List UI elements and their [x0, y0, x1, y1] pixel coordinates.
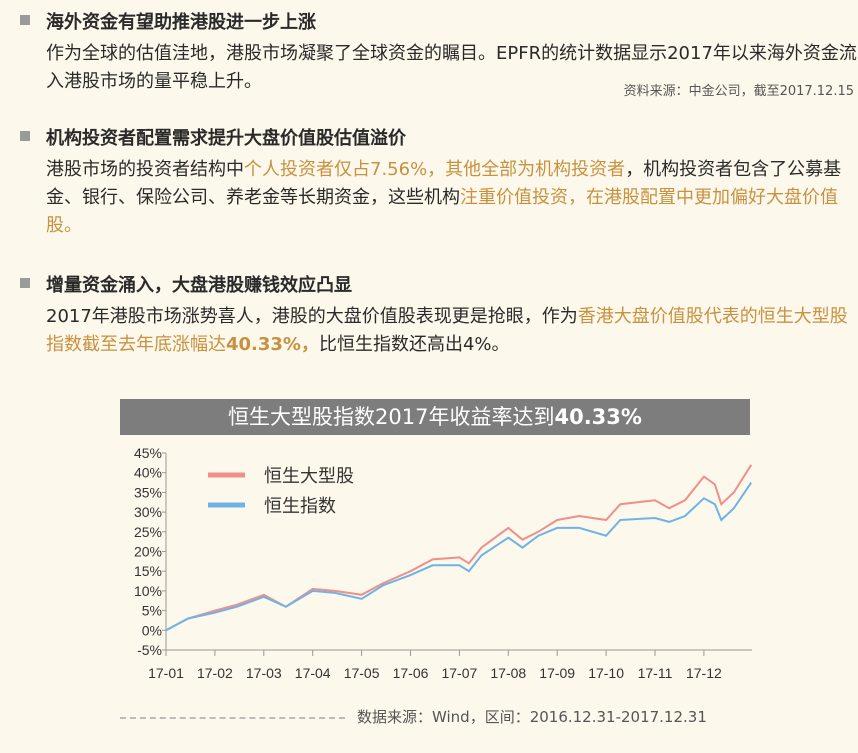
highlight-text: 40.33%，	[226, 334, 319, 355]
y-tick-label: 35%	[134, 484, 162, 500]
x-tick-label: 17-02	[197, 665, 233, 681]
y-tick-label: 20%	[134, 544, 162, 560]
x-tick-label: 17-06	[393, 665, 429, 681]
x-tick-label: 17-05	[344, 665, 380, 681]
body-text: 港股市场的投资者结构中	[46, 159, 244, 180]
section-body: 作为全球的估值洼地，港股市场凝聚了全球资金的瞩目。EPFR的统计数据显示2017…	[46, 40, 858, 96]
x-tick-label: 17-08	[490, 665, 526, 681]
series-line-0	[165, 464, 753, 632]
chart-title-text: 恒生大型股指数2017年收益率达到40.33%	[228, 405, 642, 429]
x-tick-label: 17-01	[148, 665, 184, 681]
x-tick-label: 17-12	[686, 665, 722, 681]
section-body: 港股市场的投资者结构中个人投资者仅占7.56%，其他全部为机构投资者，机构投资者…	[46, 156, 858, 240]
y-tick-label: -5%	[137, 642, 162, 658]
x-tick-label: 17-03	[246, 665, 282, 681]
legend-label: 恒生大型股	[264, 466, 354, 487]
bullet-icon	[20, 131, 30, 141]
y-tick-label: 5%	[142, 603, 162, 619]
y-tick-label: 25%	[134, 524, 162, 540]
y-tick-label: 10%	[134, 583, 162, 599]
highlight-text: 注重价值投资，在港股配置中更加偏好大盘价值股。	[46, 187, 838, 236]
bullet-icon	[20, 278, 30, 288]
y-tick-label: 15%	[134, 563, 162, 579]
section-heading: 增量资金涌入，大盘港股赚钱效应凸显	[46, 275, 352, 296]
series-line-1	[165, 482, 753, 632]
x-tick-label: 17-09	[539, 665, 575, 681]
chart-source: 数据来源：Wind，区间：2016.12.31-2017.12.31	[357, 708, 707, 726]
body-text: 2017年港股市场涨势喜人，港股的大盘价值股表现更是抢眼，作为	[46, 306, 578, 327]
body-text: 作为全球的估值洼地，港股市场凝聚了全球资金的瞩目。EPFR的统计数据显示2017…	[46, 43, 857, 92]
legend-label: 恒生指数	[264, 496, 336, 517]
y-tick-label: 40%	[134, 465, 162, 481]
x-tick-label: 17-04	[295, 665, 331, 681]
body-text: 比恒生指数还高出4%。	[318, 334, 510, 355]
y-tick-label: 0%	[142, 622, 162, 638]
body-text: ，机构投资者包含了公募基金、银行、保险公司、养老金等长期资金，这些机构	[46, 159, 842, 208]
y-tick-label: 30%	[134, 504, 162, 520]
highlight-text: 香港大盘价值股代表的恒生大型股指数截至去年底涨幅达	[46, 306, 848, 355]
line-chart: -5% 0% 5% 10% 15% 20% 25% 30% 35% 40% 45% 17-01 17-0…	[134, 445, 753, 681]
divider	[120, 717, 345, 719]
x-tick-label: 17-10	[588, 665, 624, 681]
highlight-text: 个人投资者仅占7.56%，其他全部为机构投资者	[244, 159, 626, 180]
bullet-icon	[20, 15, 30, 25]
section-body: 2017年港股市场涨势喜人，港股的大盘价值股表现更是抢眼，作为香港大盘价值股代表…	[46, 303, 858, 359]
x-tick-label: 17-07	[441, 665, 477, 681]
section-heading: 海外资金有望助推港股进一步上涨	[46, 12, 316, 33]
chart-title: 恒生大型股指数2017年收益率达到40.33%	[120, 399, 750, 435]
x-tick-label: 17-11	[638, 665, 673, 681]
source-note: 资料来源：中金公司，截至2017.12.15	[623, 84, 854, 99]
y-tick-label: 45%	[134, 445, 162, 461]
section-heading: 机构投资者配置需求提升大盘价值股估值溢价	[46, 128, 406, 149]
